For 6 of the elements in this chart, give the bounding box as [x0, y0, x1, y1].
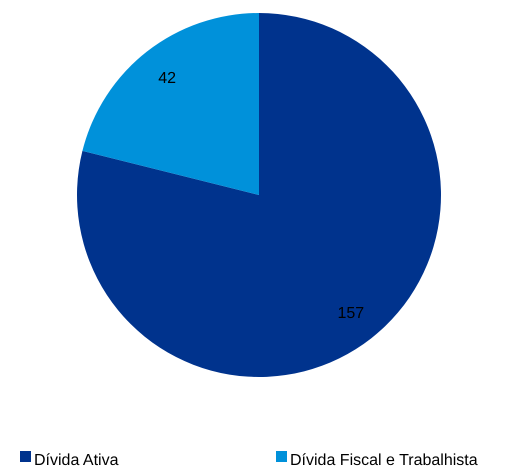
pie-slice: [82, 13, 259, 195]
legend-label: Dívida Fiscal e Trabalhista: [290, 452, 478, 469]
data-label: 157: [338, 305, 364, 322]
legend-label: Dívida Ativa: [34, 452, 119, 469]
data-label: 42: [158, 70, 176, 87]
pie-slice: [77, 13, 441, 377]
